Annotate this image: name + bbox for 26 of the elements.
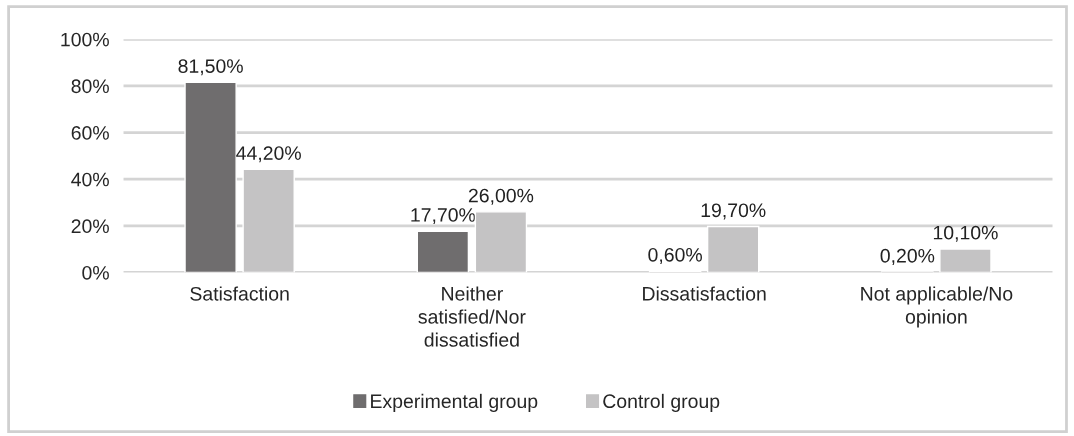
data-label: 26,00% bbox=[468, 188, 534, 205]
bar bbox=[474, 211, 528, 273]
data-label: 17,70% bbox=[411, 208, 476, 225]
bar bbox=[242, 168, 295, 273]
x-tick-label: Dissatisfaction bbox=[643, 286, 766, 301]
y-tick-label: 20% bbox=[71, 219, 109, 234]
data-label: 10,10% bbox=[933, 225, 998, 242]
legend-label: Control group bbox=[603, 393, 720, 412]
y-tick-label: 80% bbox=[71, 79, 109, 94]
x-tick-label: Not applicable/No opinion bbox=[861, 286, 1013, 328]
data-label: 81,50% bbox=[178, 59, 243, 76]
data-label: 0,20% bbox=[880, 248, 935, 265]
bar bbox=[939, 248, 992, 273]
bar bbox=[706, 225, 760, 273]
x-tick-label: Neither satisfied/Nor dissatisfied bbox=[418, 286, 526, 347]
x-tick-label: Satisfaction bbox=[190, 286, 289, 301]
legend-label: Experimental group bbox=[371, 393, 538, 412]
data-label: 0,60% bbox=[648, 247, 702, 264]
data-label: 44,20% bbox=[236, 146, 301, 163]
y-tick-label: 40% bbox=[71, 172, 109, 187]
y-tick-label: 0% bbox=[82, 265, 109, 280]
bar bbox=[416, 230, 470, 273]
y-tick-label: 100% bbox=[61, 32, 109, 47]
y-tick-label: 60% bbox=[71, 126, 109, 140]
bar bbox=[184, 81, 237, 273]
data-label: 19,70% bbox=[701, 203, 766, 220]
